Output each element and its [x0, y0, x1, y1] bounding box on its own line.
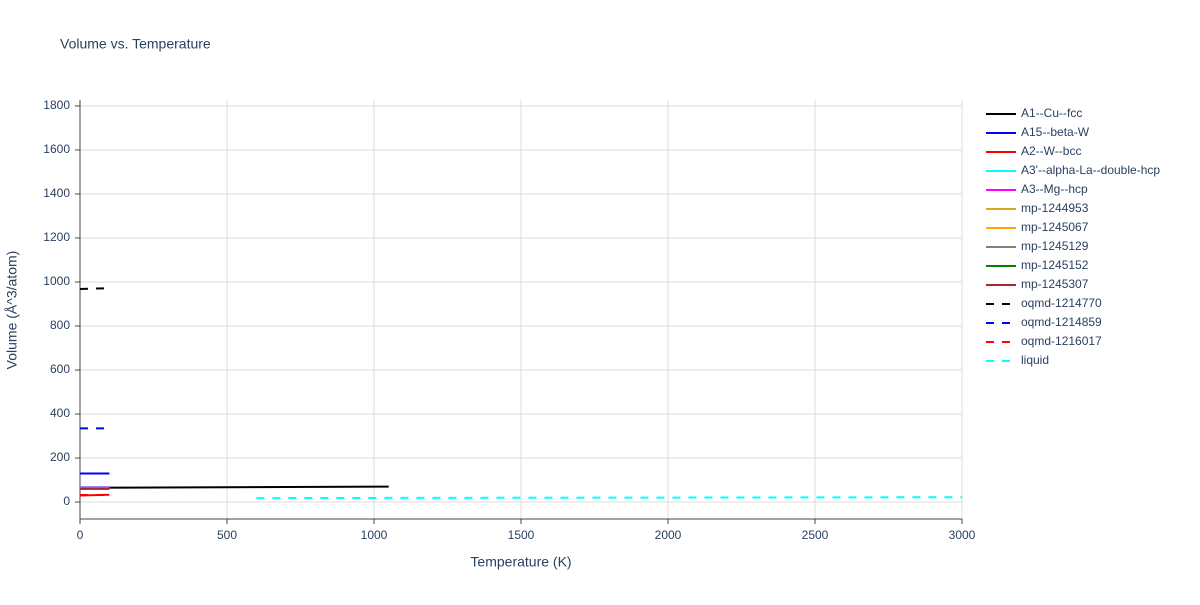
x-tick-label: 1000 — [361, 528, 388, 542]
legend-label: mp-1245307 — [1021, 277, 1089, 291]
x-tick-label: 2000 — [655, 528, 682, 542]
y-tick-label: 800 — [50, 318, 70, 332]
legend-label: A3'--alpha-La--double-hcp — [1021, 163, 1160, 177]
legend-label: A1--Cu--fcc — [1021, 106, 1082, 120]
chart-title: Volume vs. Temperature — [60, 36, 211, 52]
x-axis-title: Temperature (K) — [470, 554, 571, 570]
legend-label: mp-1245129 — [1021, 239, 1089, 253]
x-tick-label: 500 — [217, 528, 237, 542]
y-tick-label: 600 — [50, 362, 70, 376]
y-tick-label: 1600 — [43, 142, 70, 156]
legend-label: mp-1244953 — [1021, 201, 1089, 215]
legend-label: A3--Mg--hcp — [1021, 182, 1088, 196]
legend-label: mp-1245152 — [1021, 258, 1089, 272]
legend-label: liquid — [1021, 353, 1049, 367]
series-line — [79, 485, 389, 489]
legend-label: oqmd-1214770 — [1021, 296, 1102, 310]
y-tick-label: 400 — [50, 406, 70, 420]
y-tick-label: 1000 — [43, 274, 70, 288]
y-tick-label: 200 — [50, 450, 70, 464]
legend-label: A15--beta-W — [1021, 125, 1090, 139]
y-tick-label: 1800 — [43, 98, 70, 112]
y-tick-label: 1200 — [43, 230, 70, 244]
x-tick-label: 2500 — [802, 528, 829, 542]
legend-label: oqmd-1214859 — [1021, 315, 1102, 329]
y-axis-title: Volume (Å^3/atom) — [4, 251, 20, 370]
y-tick-label: 0 — [63, 494, 70, 508]
y-tick-label: 1400 — [43, 186, 70, 200]
x-tick-label: 1500 — [508, 528, 535, 542]
legend-label: oqmd-1216017 — [1021, 334, 1102, 348]
legend-label: mp-1245067 — [1021, 220, 1089, 234]
x-tick-label: 0 — [77, 528, 84, 542]
legend-label: A2--W--bcc — [1021, 144, 1081, 158]
x-tick-label: 3000 — [949, 528, 976, 542]
series-line — [79, 287, 110, 291]
series-line — [256, 496, 963, 500]
